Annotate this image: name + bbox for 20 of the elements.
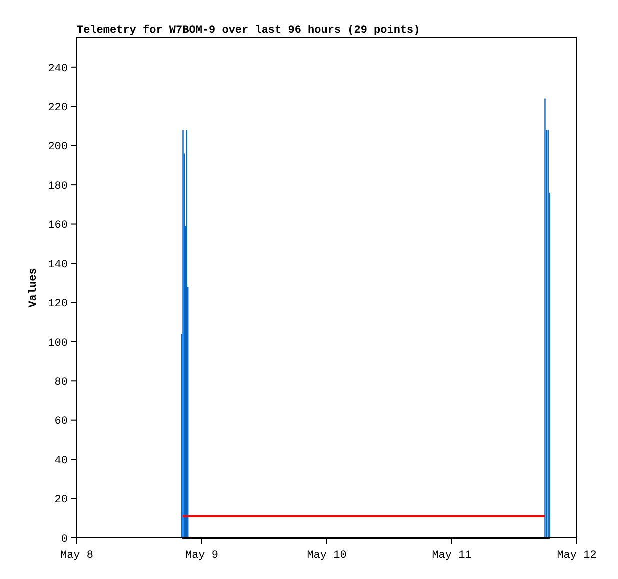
y-tick-label: 80 xyxy=(54,376,68,389)
x-tick-label: May 8 xyxy=(60,550,94,562)
y-tick-label: 240 xyxy=(48,63,68,76)
y-tick-label: 100 xyxy=(48,338,68,350)
x-tick-label: May 11 xyxy=(432,550,472,562)
y-axis-title: Values xyxy=(28,268,40,308)
y-tick-label: 180 xyxy=(48,180,68,193)
chart-title: Telemetry for W7BOM-9 over last 96 hours (29 points) xyxy=(77,24,420,37)
x-tick-label: May 10 xyxy=(307,550,347,562)
y-tick-label: 20 xyxy=(54,494,68,507)
y-tick-label: 60 xyxy=(54,416,68,428)
x-tick-label: May 9 xyxy=(185,550,219,562)
y-tick-label: 200 xyxy=(48,142,68,154)
y-tick-label: 120 xyxy=(48,298,68,311)
y-tick-label: 140 xyxy=(48,259,68,272)
y-tick-label: 220 xyxy=(48,102,68,114)
x-tick-label: May 12 xyxy=(557,550,597,562)
y-tick-label: 0 xyxy=(61,534,68,546)
y-tick-label: 40 xyxy=(54,455,68,468)
y-tick-label: 160 xyxy=(48,220,68,232)
